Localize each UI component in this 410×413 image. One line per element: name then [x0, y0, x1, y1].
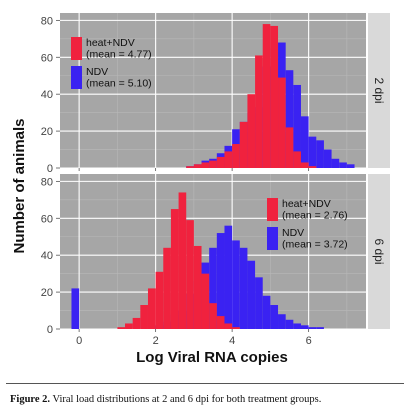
histogram-bar	[339, 162, 347, 168]
legend-label: heat+NDV (mean = 2.76)	[282, 198, 348, 222]
histogram-bar	[216, 156, 225, 168]
histogram-bar	[293, 84, 301, 168]
histogram-bar	[300, 325, 309, 329]
legend-label: NDV (mean = 3.72)	[282, 227, 348, 251]
histogram-bar	[216, 316, 225, 329]
facet-strip-label: 6 dpi	[372, 238, 386, 264]
histogram-bar	[186, 166, 194, 168]
histogram-bar	[178, 192, 187, 329]
y-tick-label: 20	[41, 287, 53, 299]
histogram-bar	[132, 317, 141, 329]
histogram-bar	[163, 247, 171, 329]
histogram-bar	[147, 288, 156, 329]
histogram-bar	[209, 303, 217, 329]
histogram-bar	[140, 305, 148, 329]
histogram-bar	[232, 240, 240, 329]
histogram-bar	[278, 77, 286, 168]
histogram-bar	[278, 314, 286, 329]
histogram-bar	[308, 166, 317, 168]
histogram-bar	[323, 149, 332, 168]
y-tick-label: 40	[41, 250, 53, 262]
histogram-bar	[247, 260, 256, 329]
legend-label: NDV (mean = 5.10)	[86, 66, 152, 90]
histogram-bar	[201, 273, 210, 329]
histogram-bar	[316, 140, 324, 168]
histogram-bar	[293, 151, 301, 168]
y-axis-title: Number of animals	[11, 118, 28, 253]
figure-caption: Figure 2. Viral load distributions at 2 …	[10, 394, 404, 405]
histogram-bar	[201, 162, 210, 168]
facet-strip-label: 2 dpi	[372, 77, 386, 103]
histogram-bar	[117, 327, 126, 329]
histogram-bar	[193, 164, 202, 168]
histogram-bar	[224, 225, 233, 329]
legend-key	[71, 66, 82, 89]
y-tick-label: 60	[41, 52, 53, 64]
histogram-bar	[262, 24, 271, 169]
histogram-bar	[209, 160, 217, 168]
histogram-bar	[155, 271, 164, 329]
legend-key	[267, 198, 278, 221]
histogram-bar	[186, 220, 194, 329]
histogram-bar	[209, 247, 217, 329]
caption-divider	[6, 383, 404, 384]
histogram-bar	[216, 233, 225, 329]
legend-key	[267, 227, 278, 250]
y-tick-label: 60	[41, 213, 53, 225]
facet-panel-1: 0 20 40 60 80 2 dpi heat+NDV (mean = 4.77) NDV (m…	[41, 13, 390, 175]
x-tick-label: 2	[153, 335, 159, 347]
histogram-bar	[331, 158, 340, 168]
y-tick-label: 20	[41, 126, 53, 138]
histogram-bar	[270, 25, 279, 168]
y-tick-label: 80	[41, 15, 53, 27]
y-tick-label: 0	[47, 324, 53, 336]
histogram-bar	[270, 305, 279, 329]
histogram-bar	[224, 151, 233, 168]
x-tick-label: 4	[229, 335, 235, 347]
histogram-bar	[71, 288, 80, 329]
histogram-bar	[170, 209, 179, 329]
histogram-bar	[247, 94, 256, 168]
histogram-bar	[308, 327, 317, 329]
histogram-bar	[308, 136, 317, 168]
histogram-bar	[285, 127, 294, 168]
facet-strip	[368, 174, 390, 329]
histogram-bar	[300, 116, 309, 168]
histogram-bar	[285, 319, 294, 329]
histogram-bar	[224, 323, 233, 329]
histogram-bar	[125, 323, 133, 329]
histogram-bar	[255, 55, 263, 168]
facet-strip	[368, 13, 390, 168]
histogram-bar	[239, 247, 248, 329]
histogram-bar	[239, 121, 248, 168]
histogram-bar	[316, 327, 324, 329]
histogram-bar	[300, 162, 309, 168]
y-tick-label: 40	[41, 89, 53, 101]
y-tick-label: 0	[47, 163, 53, 175]
histogram-bar	[255, 277, 263, 329]
x-tick-label: 0	[76, 335, 82, 347]
y-tick-label: 80	[41, 176, 53, 188]
histogram-bar	[232, 144, 240, 168]
x-tick-label: 6	[306, 335, 312, 347]
histogram-bar	[232, 327, 240, 329]
caption-label: Figure 2.	[10, 394, 51, 405]
histogram-bar	[262, 295, 271, 329]
histogram-bar	[193, 245, 202, 329]
histogram-bar	[293, 323, 301, 329]
x-axis-title: Log Viral RNA copies	[136, 349, 288, 366]
legend-label: heat+NDV (mean = 4.77)	[86, 37, 152, 61]
legend-key	[71, 37, 82, 60]
histogram-bar	[346, 164, 355, 168]
facet-panel-2: 0 20 40 60 80 0 2 4 6 6 dpi heat+NDV (mean = 2.76) N…	[41, 174, 390, 347]
caption-text: Viral load distributions at 2 and 6 dpi …	[52, 394, 322, 405]
histogram-bar	[285, 70, 294, 168]
